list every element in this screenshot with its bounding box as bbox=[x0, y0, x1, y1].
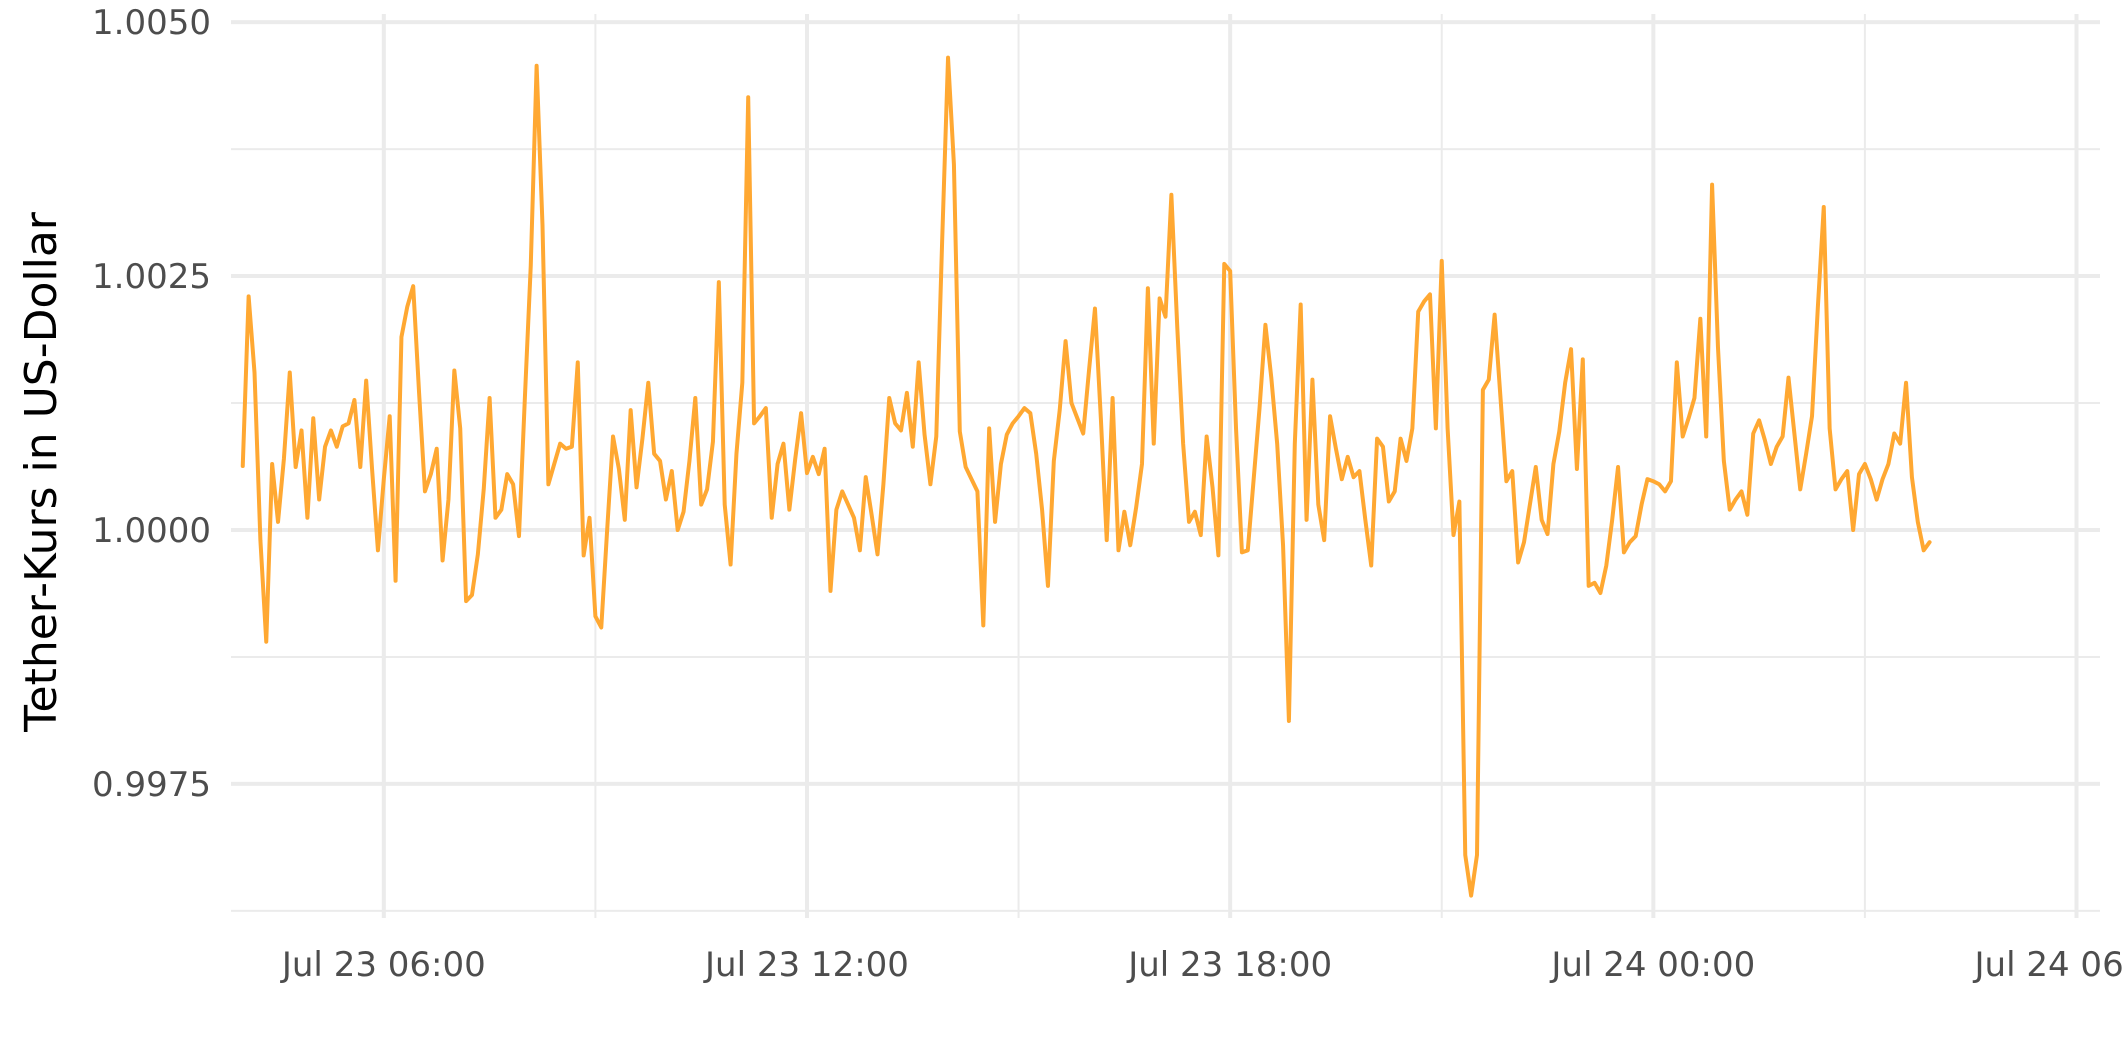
x-axis-tick-labels: Jul 23 06:00 Jul 23 12:00 Jul 23 18:00 Jul … bbox=[280, 945, 2125, 985]
y-axis-title: Tether-Kurs in US-Dollar bbox=[16, 211, 67, 733]
x-tick-label: Jul 24 06:00 bbox=[1973, 945, 2125, 985]
y-tick-label: 1.0000 bbox=[92, 511, 211, 551]
x-tick-label: Jul 24 00:00 bbox=[1549, 945, 1755, 985]
series-line bbox=[240, 55, 1932, 898]
y-tick-label: 0.9975 bbox=[92, 765, 211, 805]
y-tick-label: 1.0025 bbox=[92, 257, 211, 297]
x-tick-label: Jul 23 18:00 bbox=[1126, 945, 1332, 985]
x-tick-label: Jul 23 06:00 bbox=[280, 945, 486, 985]
series-layer bbox=[240, 55, 1932, 898]
y-tick-label: 1.0050 bbox=[92, 3, 211, 43]
x-tick-label: Jul 23 12:00 bbox=[703, 945, 909, 985]
y-axis-tick-labels: 0.9975 1.0000 1.0025 1.0050 bbox=[92, 3, 211, 805]
